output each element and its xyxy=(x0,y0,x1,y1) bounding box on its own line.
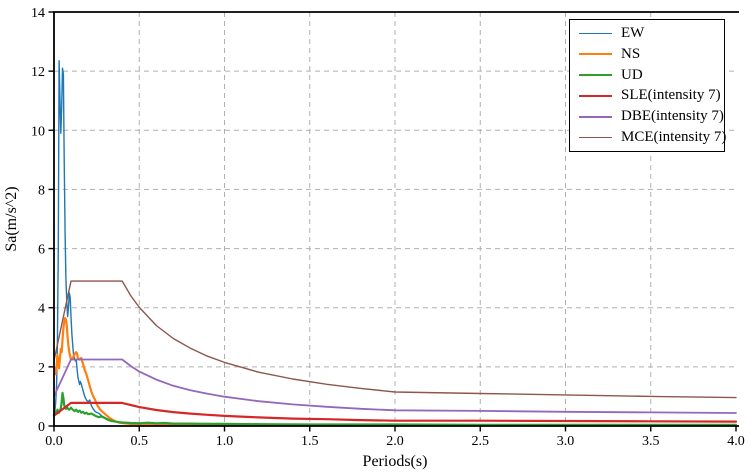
y-tick-label: 8 xyxy=(38,183,45,198)
legend-item-ns: NS xyxy=(579,44,724,64)
y-tick-label: 4 xyxy=(38,302,45,317)
x-tick-label: 1.5 xyxy=(301,434,319,449)
x-tick-label: 3.0 xyxy=(557,434,575,449)
y-tick-label: 0 xyxy=(38,420,45,435)
legend-item-dbe: DBE(intensity 7) xyxy=(579,107,724,127)
legend-item-mce: MCE(intensity 7) xyxy=(579,128,727,148)
legend-label-ew: EW xyxy=(621,24,645,41)
legend-label-ud: UD xyxy=(621,66,643,83)
series-line-mce-intensity-7- xyxy=(53,280,737,399)
legend-label-ns: NS xyxy=(621,45,641,62)
y-tick-label: 12 xyxy=(31,65,45,80)
legend-item-sle: SLE(intensity 7) xyxy=(579,86,724,106)
legend-line-sample-ew xyxy=(579,32,612,35)
x-tick-label: 0.5 xyxy=(131,434,149,449)
x-tick-label: 3.5 xyxy=(642,434,660,449)
legend-line-sample-ud xyxy=(579,73,612,77)
x-tick-label: 2.0 xyxy=(386,434,404,449)
legend-item-ud: UD xyxy=(579,65,724,85)
x-tick-label: 0.0 xyxy=(45,434,63,449)
y-tick-label: 6 xyxy=(38,243,45,258)
legend-line-sample-ns xyxy=(579,53,612,56)
legend-label-mce: MCE(intensity 7) xyxy=(621,129,727,146)
series-line-dbe-intensity-7- xyxy=(53,358,737,414)
legend-line-sample-dbe xyxy=(579,115,612,118)
series-line-ns xyxy=(52,317,738,427)
legend: EW NS UD SLE(intensity 7) DBE(intensity … xyxy=(569,19,727,152)
series-line-ud xyxy=(52,391,738,426)
x-tick-label: 2.5 xyxy=(472,434,490,449)
y-axis-label: Sa(m/s^2) xyxy=(3,186,20,251)
y-tick-label: 2 xyxy=(38,361,45,376)
y-tick-label: 10 xyxy=(31,124,45,139)
x-tick-label: 4.0 xyxy=(727,434,745,449)
x-axis-label: Periods(s) xyxy=(363,453,428,470)
legend-line-sample-sle xyxy=(579,94,612,97)
x-tick-label: 1.0 xyxy=(216,434,234,449)
series-line-sle-intensity-7- xyxy=(52,401,738,423)
axes-layer: 0.0 0.5 1.0 1.5 2.0 2.5 3.0 3.5 4.0 0 2 4 6 8 10 12 14 xyxy=(31,6,745,449)
y-tick-label: 14 xyxy=(31,6,45,21)
legend-label-sle: SLE(intensity 7) xyxy=(621,87,721,104)
series-layer xyxy=(52,60,738,427)
legend-line-sample-mce xyxy=(579,136,612,139)
legend-label-dbe: DBE(intensity 7) xyxy=(621,108,724,125)
legend-item-ew: EW xyxy=(579,23,724,43)
